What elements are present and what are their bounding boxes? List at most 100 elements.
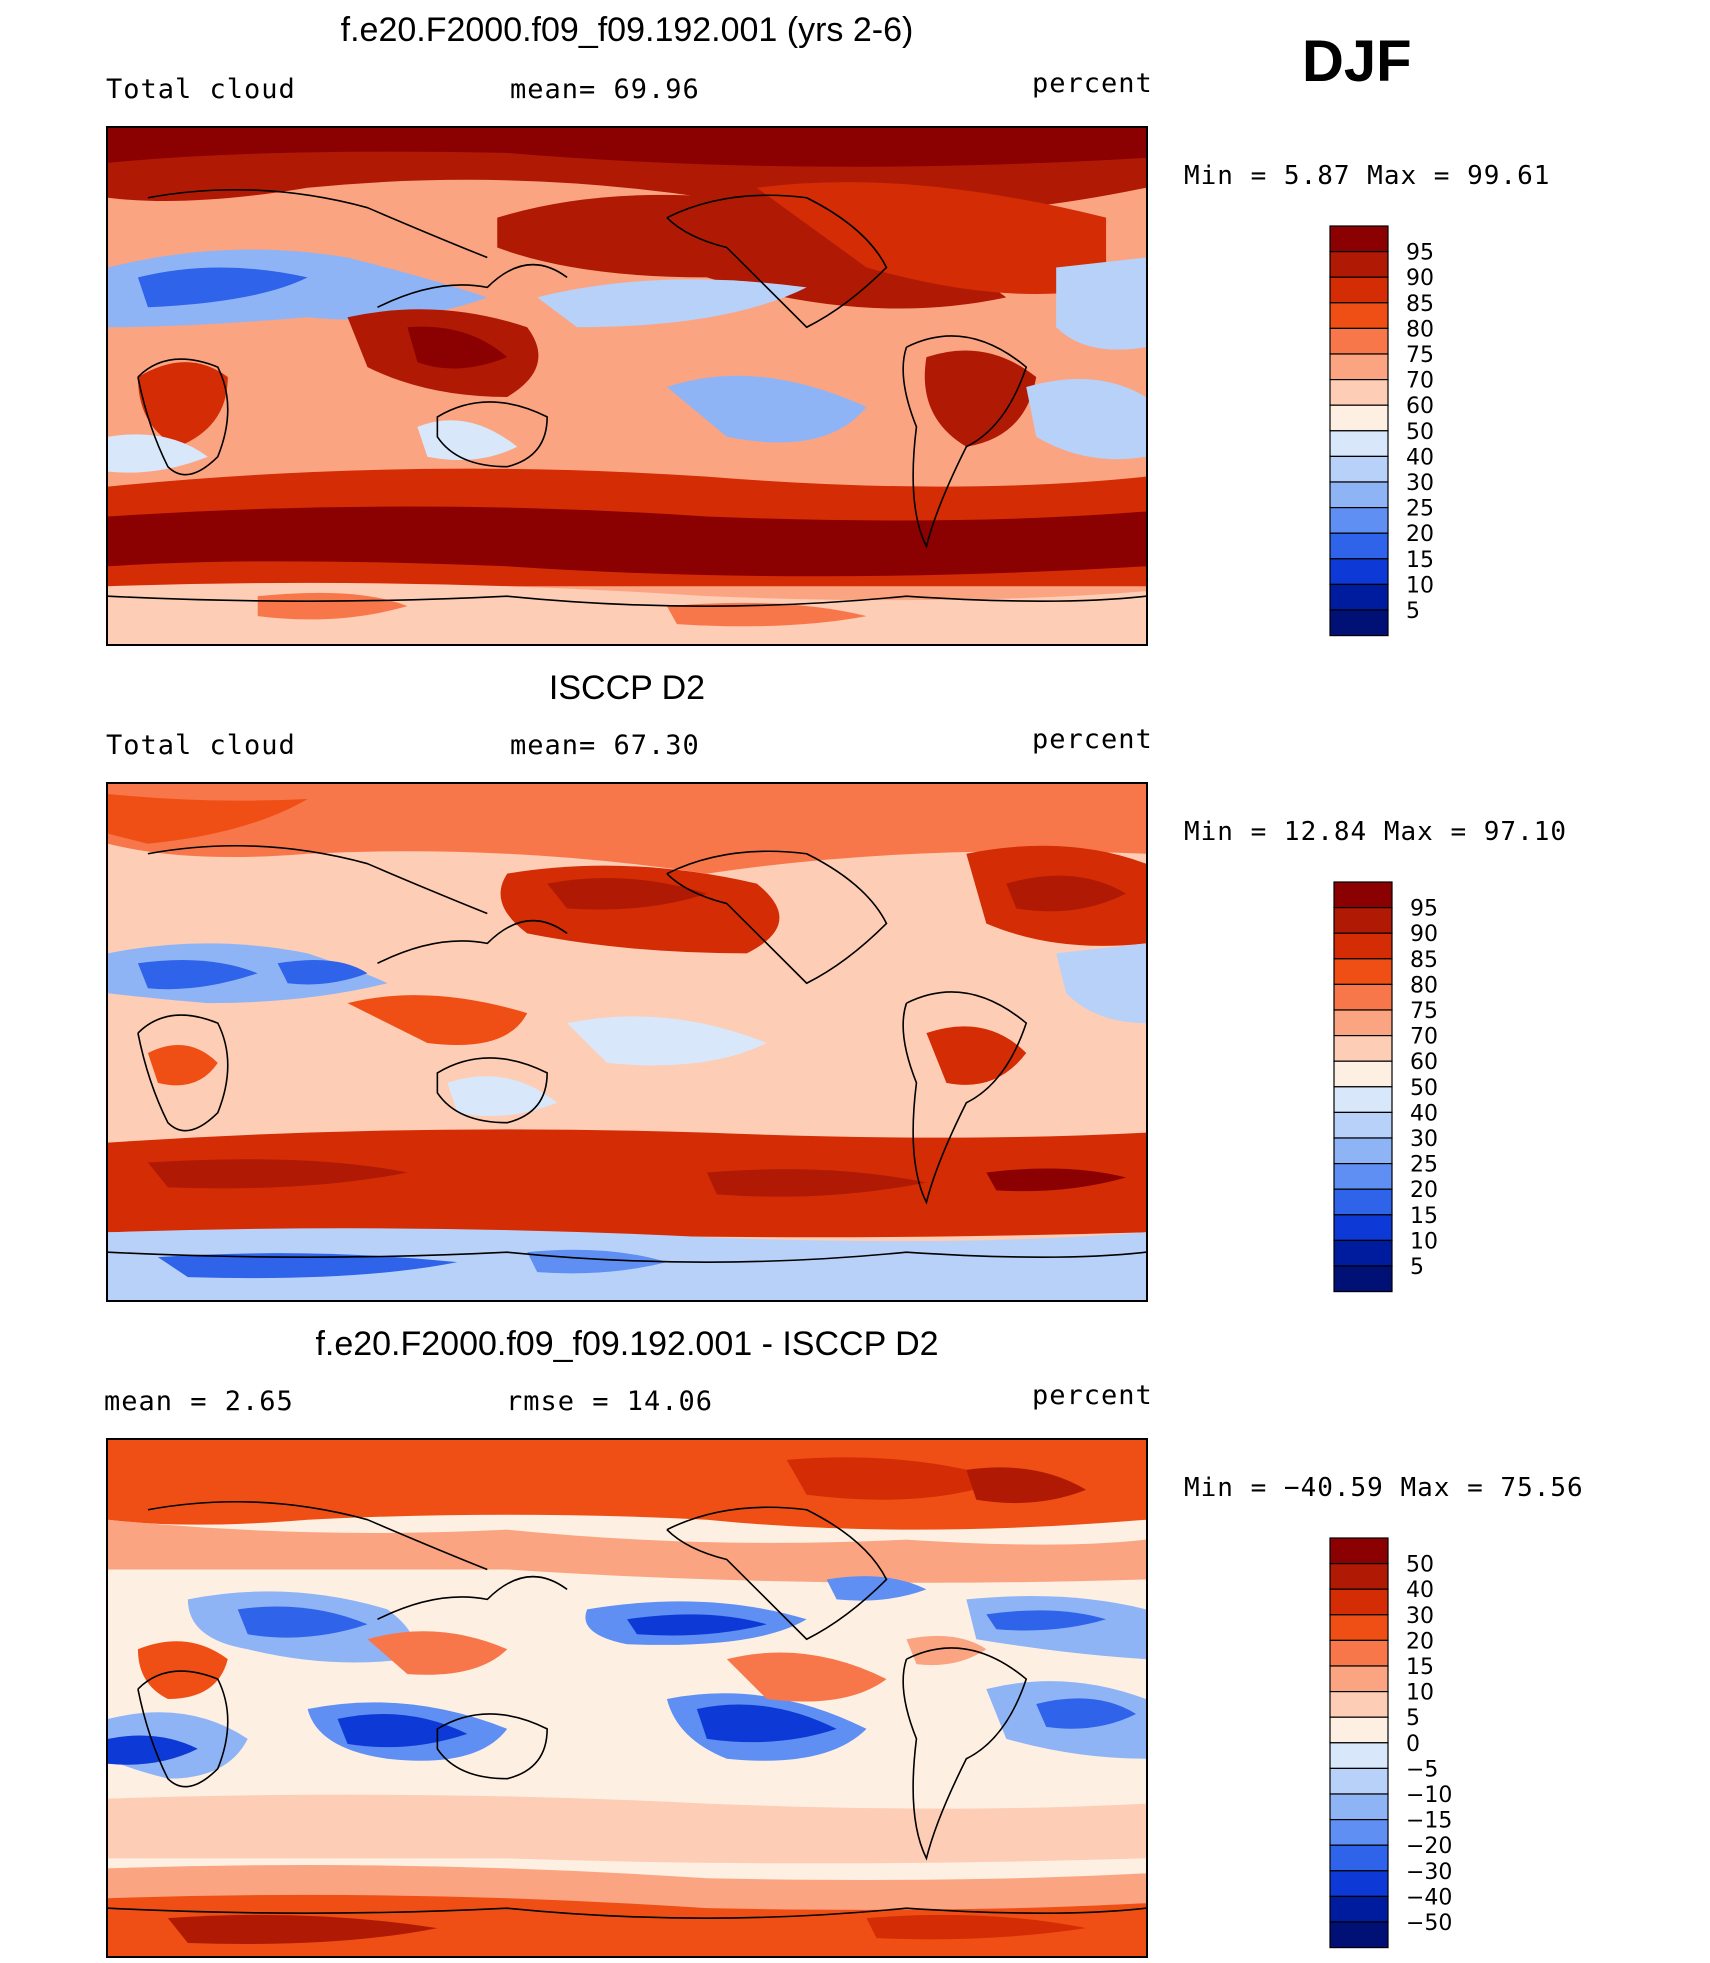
- min-max-label: Min = −40.59 Max = 75.56: [1184, 1473, 1584, 1503]
- colorbar: 95 90 85 80 75 70 60 50 40 30 25 20 15 10 5: [1329, 225, 1440, 642]
- colorbar-label: 5: [1406, 599, 1420, 624]
- colorbar-label: 80: [1410, 973, 1438, 998]
- colorbar-label: −20: [1406, 1834, 1452, 1859]
- colorbar-swatch: [1329, 404, 1389, 432]
- colorbar-label: 50: [1406, 420, 1434, 445]
- colorbar-swatch: [1329, 532, 1389, 560]
- colorbar-label: 30: [1406, 471, 1434, 496]
- colorbar-label: 15: [1410, 1204, 1438, 1229]
- units-label: percent: [1032, 68, 1153, 99]
- colorbar-swatch: [1333, 1265, 1393, 1293]
- colorbar-label: 10: [1406, 1681, 1434, 1706]
- colorbar-label: 15: [1406, 1655, 1434, 1680]
- colorbar-swatch: [1333, 1111, 1393, 1139]
- colorbar-label: 60: [1406, 394, 1434, 419]
- colorbar-swatch: [1333, 1009, 1393, 1037]
- colorbar-swatch: [1329, 1767, 1389, 1795]
- panel-title: f.e20.F2000.f09_f09.192.001 - ISCCP D2: [315, 1325, 939, 1363]
- colorbar-swatch: [1333, 983, 1393, 1011]
- colorbar-label: 40: [1406, 445, 1434, 470]
- min-max-label: Min = 12.84 Max = 97.10: [1184, 817, 1568, 847]
- colorbar-label: 20: [1410, 1178, 1438, 1203]
- colorbar-swatch: [1329, 430, 1389, 458]
- colorbar-label: 70: [1410, 1025, 1438, 1050]
- mean-label: mean= 67.30: [510, 730, 700, 761]
- colorbar-swatch: [1329, 1844, 1389, 1872]
- colorbar: 50 40 30 20 15 10 5 0 −5 −10 −15 −20 −30 −40 −50: [1329, 1537, 1452, 1954]
- colorbar-swatch: [1333, 1214, 1393, 1241]
- colorbar-label: 85: [1410, 948, 1438, 973]
- colorbar-label: 10: [1406, 573, 1434, 598]
- colorbar-label: 15: [1406, 548, 1434, 573]
- colorbar-swatch: [1329, 1665, 1389, 1693]
- colorbar-label: 0: [1406, 1732, 1420, 1757]
- colorbar-swatch: [1329, 1742, 1389, 1770]
- colorbar-label: 40: [1410, 1101, 1438, 1126]
- colorbar-label: 20: [1406, 1629, 1434, 1654]
- colorbar-swatch: [1329, 1819, 1389, 1846]
- colorbar-swatch: [1333, 1239, 1393, 1267]
- colorbar-label: 25: [1406, 497, 1434, 522]
- variable-label: Total cloud: [106, 730, 296, 761]
- colorbar-label: −15: [1406, 1809, 1452, 1834]
- colorbar-label: 70: [1406, 369, 1434, 394]
- colorbar-swatch: [1329, 1537, 1389, 1565]
- colorbar-swatch: [1329, 558, 1389, 585]
- colorbar-label: 50: [1410, 1076, 1438, 1101]
- colorbar-label: −10: [1406, 1783, 1452, 1808]
- colorbar-swatch: [1333, 1163, 1393, 1190]
- colorbar-swatch: [1329, 1639, 1389, 1667]
- colorbar-swatch: [1333, 1086, 1393, 1114]
- colorbar-swatch: [1329, 327, 1389, 355]
- colorbar-label: 75: [1406, 343, 1434, 368]
- colorbar-label: 85: [1406, 292, 1434, 317]
- colorbar-label: 10: [1410, 1229, 1438, 1254]
- variable-label: Total cloud: [106, 74, 296, 105]
- colorbar-swatch: [1333, 1035, 1393, 1062]
- min-max-label: Min = 5.87 Max = 99.61: [1184, 161, 1551, 191]
- colorbar-swatch: [1329, 353, 1389, 381]
- colorbar-swatch: [1329, 1716, 1389, 1744]
- contour-map: [106, 782, 1148, 1302]
- colorbar-label: 75: [1410, 999, 1438, 1024]
- units-label: percent: [1032, 1380, 1153, 1411]
- colorbar-swatch: [1333, 1137, 1393, 1165]
- colorbar-label: 95: [1410, 897, 1438, 922]
- colorbar-swatch: [1329, 1691, 1389, 1718]
- colorbar-swatch: [1333, 1188, 1393, 1216]
- colorbar-label: 60: [1410, 1050, 1438, 1075]
- panel-title: f.e20.F2000.f09_f09.192.001 (yrs 2-6): [340, 11, 914, 49]
- mean-label: mean = 2.65: [104, 1386, 294, 1417]
- colorbar-swatch: [1329, 379, 1389, 406]
- colorbar-swatch: [1329, 455, 1389, 483]
- colorbar-swatch: [1329, 481, 1389, 509]
- colorbar-swatch: [1329, 1563, 1389, 1590]
- colorbar-swatch: [1329, 1921, 1389, 1949]
- colorbar-swatch: [1329, 225, 1389, 253]
- colorbar-label: 95: [1406, 241, 1434, 266]
- colorbar-swatch: [1333, 1060, 1393, 1088]
- colorbar-swatch: [1333, 932, 1393, 960]
- colorbar-label: 30: [1406, 1604, 1434, 1629]
- colorbar-label: 50: [1406, 1553, 1434, 1578]
- colorbar-label: 90: [1410, 922, 1438, 947]
- contour-map: [106, 1438, 1148, 1958]
- units-label: percent: [1032, 724, 1153, 755]
- colorbar-swatch: [1329, 1895, 1389, 1923]
- colorbar-swatch: [1333, 881, 1393, 909]
- colorbar-swatch: [1329, 302, 1389, 330]
- mean-label: mean= 69.96: [510, 74, 700, 105]
- colorbar-label: −30: [1406, 1860, 1452, 1885]
- rmse-label: rmse = 14.06: [506, 1386, 714, 1417]
- colorbar-label: −50: [1406, 1911, 1452, 1936]
- season-label: DJF: [1302, 29, 1412, 94]
- colorbar-label: −5: [1406, 1757, 1438, 1782]
- contour-map: [106, 126, 1148, 646]
- colorbar-swatch: [1329, 609, 1389, 637]
- colorbar-swatch: [1329, 1870, 1389, 1897]
- colorbar-swatch: [1329, 583, 1389, 611]
- colorbar-swatch: [1333, 958, 1393, 986]
- colorbar-swatch: [1329, 1793, 1389, 1821]
- colorbar-label: 5: [1410, 1255, 1424, 1280]
- colorbar-swatch: [1329, 251, 1389, 278]
